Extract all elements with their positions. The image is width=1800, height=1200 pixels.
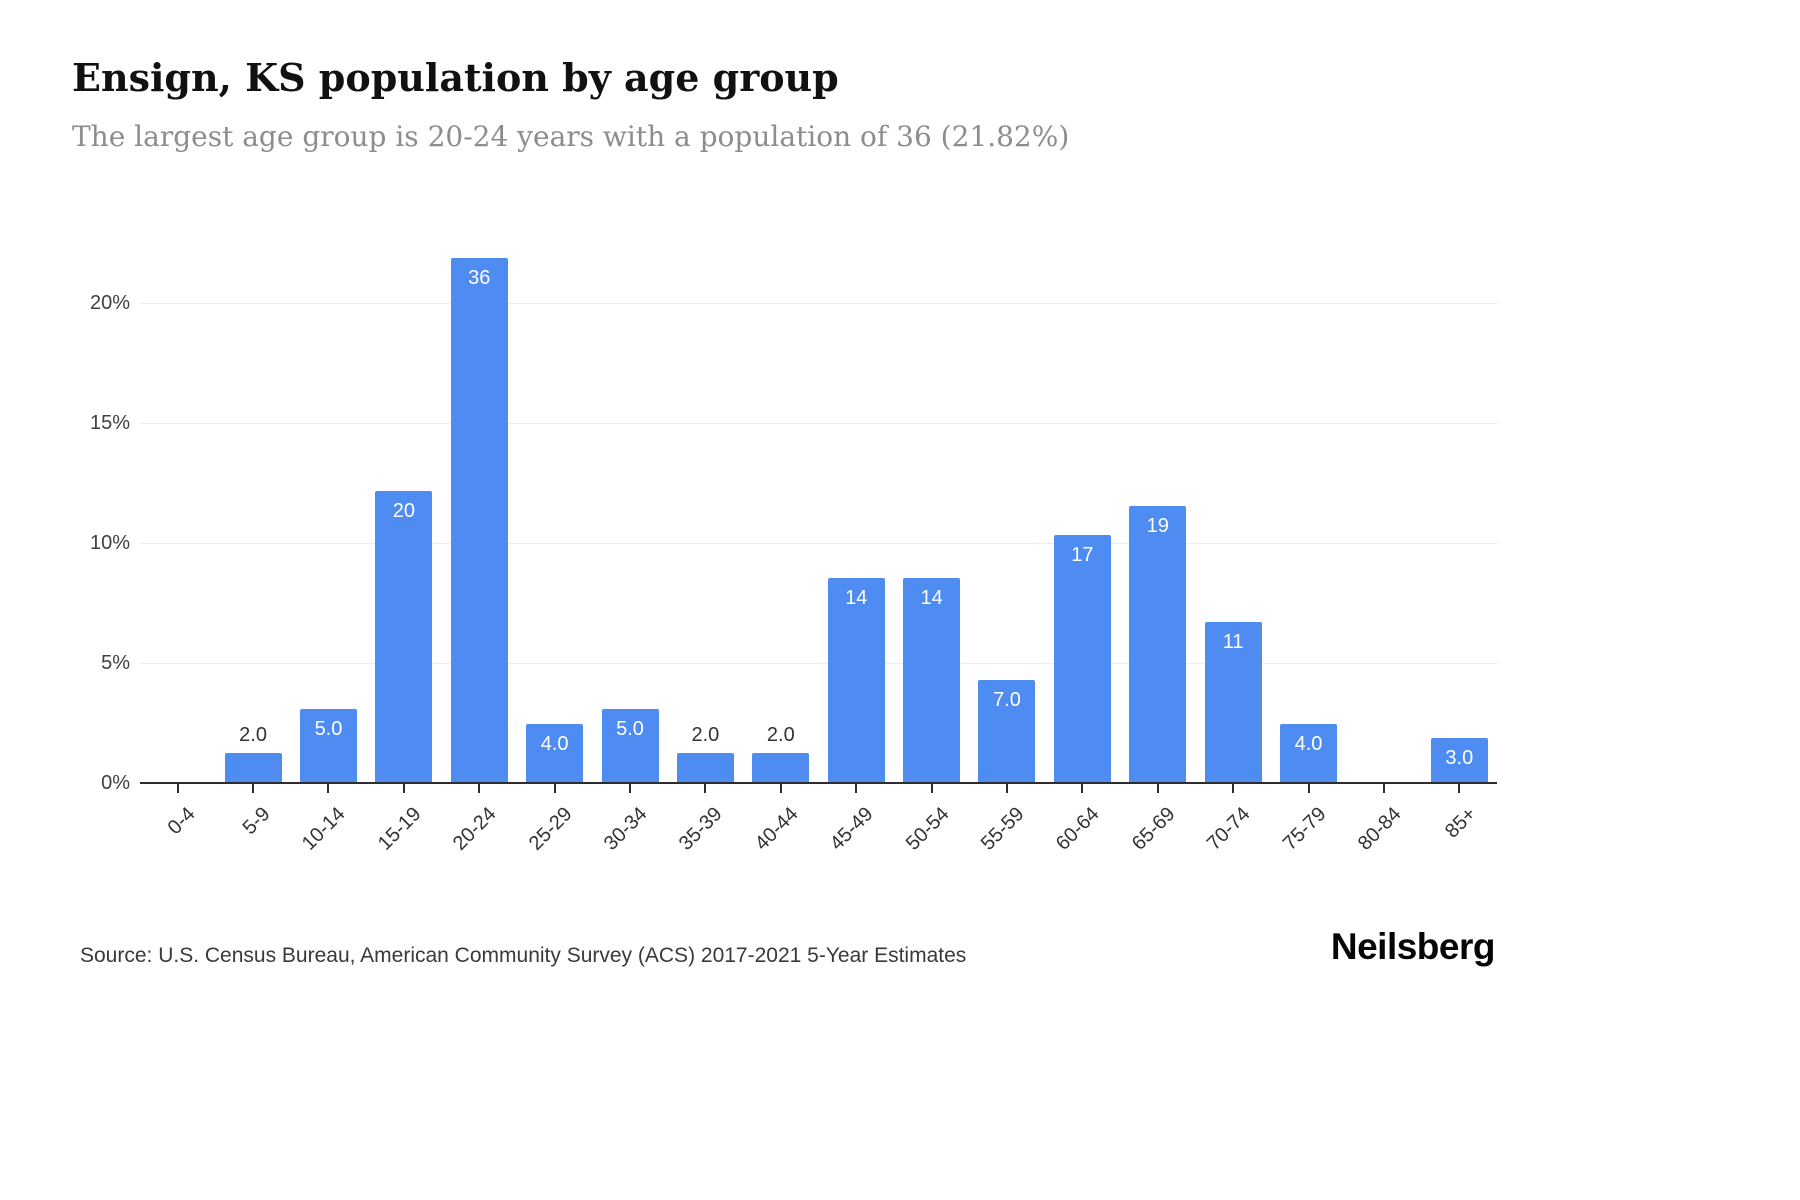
x-axis-tick-label: 55-59 bbox=[976, 803, 1029, 855]
bar-value-label: 4.0 bbox=[540, 732, 569, 755]
bar-75-79[interactable] bbox=[1280, 723, 1338, 782]
x-axis-tick bbox=[930, 784, 933, 793]
x-axis-tick-label: 0-4 bbox=[163, 803, 200, 839]
x-axis-tick bbox=[1156, 784, 1159, 793]
bar-5-9[interactable] bbox=[224, 752, 282, 782]
x-axis-tick-label: 20-24 bbox=[449, 803, 501, 855]
x-axis-tick-label: 30-34 bbox=[599, 803, 652, 855]
x-axis-tick-label: 5-9 bbox=[238, 803, 275, 839]
chart-subtitle: The largest age group is 20-24 years wit… bbox=[72, 120, 1070, 153]
bar-45-49[interactable] bbox=[827, 578, 885, 782]
x-axis-tick bbox=[1005, 784, 1008, 793]
bar-value-label: 14 bbox=[845, 587, 868, 610]
gridline bbox=[140, 303, 1497, 304]
y-axis-tick-label: 10% bbox=[89, 532, 130, 554]
x-axis-tick bbox=[252, 784, 255, 793]
bar-20-24[interactable] bbox=[450, 258, 508, 782]
x-axis-tick bbox=[478, 784, 481, 793]
bar-value-label: 2.0 bbox=[691, 723, 720, 746]
x-axis-tick-label: 10-14 bbox=[298, 803, 351, 855]
gridline bbox=[140, 543, 1497, 544]
x-axis-tick-label: 70-74 bbox=[1202, 803, 1255, 855]
y-axis-tick-label: 15% bbox=[89, 412, 130, 434]
x-axis-tick bbox=[1232, 784, 1235, 793]
bar-25-29[interactable] bbox=[526, 723, 584, 782]
bar-85+[interactable] bbox=[1430, 738, 1488, 782]
bar-40-44[interactable] bbox=[752, 752, 810, 782]
x-axis-tick bbox=[779, 784, 782, 793]
y-axis-tick-label: 20% bbox=[89, 292, 130, 314]
bar-15-19[interactable] bbox=[375, 491, 433, 782]
bar-10-14[interactable] bbox=[299, 709, 357, 782]
gridline bbox=[140, 423, 1497, 424]
x-axis-tick bbox=[176, 784, 179, 793]
bar-value-label: 5.0 bbox=[314, 718, 343, 741]
brand-logo: Neilsberg bbox=[1330, 926, 1496, 967]
x-axis-tick-label: 40-44 bbox=[750, 803, 803, 855]
x-axis-tick-label: 60-64 bbox=[1052, 803, 1104, 855]
bar-value-label: 2.0 bbox=[239, 723, 267, 746]
source-note: Source: U.S. Census Bureau, American Com… bbox=[80, 944, 967, 967]
x-axis-tick-label: 50-54 bbox=[901, 803, 954, 855]
bar-value-label: 17 bbox=[1071, 543, 1094, 566]
x-axis-tick-label: 65-69 bbox=[1127, 803, 1180, 855]
x-axis-tick bbox=[629, 784, 632, 793]
bar-value-label: 4.0 bbox=[1294, 732, 1323, 755]
bar-30-34[interactable] bbox=[601, 709, 659, 782]
x-axis-tick bbox=[402, 784, 405, 793]
bar-70-74[interactable] bbox=[1204, 621, 1262, 782]
bar-value-label: 20 bbox=[392, 500, 415, 523]
bar-value-label: 5.0 bbox=[616, 718, 644, 741]
x-axis-tick-label: 15-19 bbox=[373, 803, 426, 855]
x-axis-line bbox=[140, 782, 1497, 784]
y-axis-tick-label: 5% bbox=[101, 652, 130, 674]
bar-value-label: 3.0 bbox=[1445, 747, 1474, 770]
x-axis-tick bbox=[704, 784, 707, 793]
bar-value-label: 19 bbox=[1146, 514, 1169, 537]
plot-area: 0% 5% 10% 15% 20% 0-4 2.0 5-9 5.0 10-14 20 15-19 36 2… bbox=[90, 255, 1497, 855]
y-axis-tick-label: 0% bbox=[101, 772, 130, 794]
bar-value-label: 2.0 bbox=[766, 723, 795, 746]
x-axis-tick-label: 45-49 bbox=[826, 803, 878, 855]
bar-35-39[interactable] bbox=[676, 752, 734, 782]
bar-55-59[interactable] bbox=[978, 680, 1036, 782]
x-axis-tick bbox=[1307, 784, 1310, 793]
x-axis-tick bbox=[1081, 784, 1084, 793]
bar-50-54[interactable] bbox=[903, 578, 961, 782]
bar-60-64[interactable] bbox=[1053, 534, 1111, 782]
bar-65-69[interactable] bbox=[1129, 505, 1187, 782]
x-axis-tick-label: 80-84 bbox=[1353, 803, 1406, 855]
x-axis-tick-label: 35-39 bbox=[675, 803, 727, 855]
x-axis-tick-label: 25-29 bbox=[524, 803, 577, 855]
x-axis-tick bbox=[553, 784, 556, 793]
bar-value-label: 14 bbox=[920, 587, 943, 610]
bar-value-label: 36 bbox=[468, 267, 491, 290]
x-axis-tick bbox=[1458, 784, 1461, 793]
x-axis-tick bbox=[327, 784, 330, 793]
bar-value-label: 11 bbox=[1222, 630, 1244, 653]
gridline bbox=[140, 663, 1497, 664]
x-axis-tick bbox=[1382, 784, 1385, 793]
x-axis-tick bbox=[855, 784, 858, 793]
x-axis-tick-label: 75-79 bbox=[1278, 803, 1331, 855]
x-axis-tick-label: 85+ bbox=[1441, 803, 1481, 843]
chart-title: Ensign, KS population by age group bbox=[72, 55, 839, 100]
bar-value-label: 7.0 bbox=[993, 689, 1021, 712]
